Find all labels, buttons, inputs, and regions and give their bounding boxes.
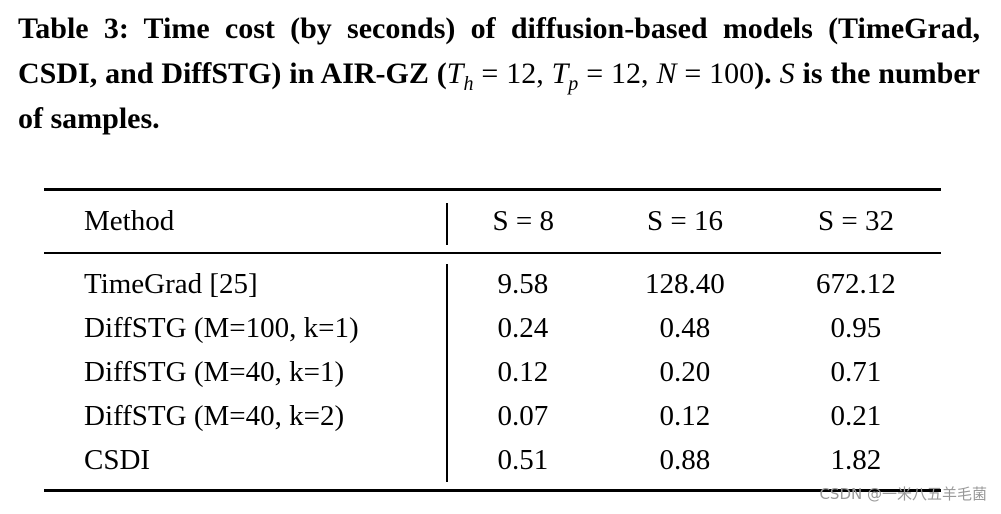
value-cell: 9.58	[497, 268, 549, 300]
value-cell: 672.12	[816, 268, 896, 300]
value-cell: 128.40	[645, 268, 725, 300]
value-cell: 0.95	[830, 312, 882, 344]
method-cell: DiffSTG (M=100, k=1)	[84, 312, 359, 344]
caption-math: = 12,	[473, 57, 552, 90]
value-cell: 0.48	[659, 312, 711, 344]
caption-text: is the number of samples.	[18, 57, 980, 135]
caption-sub: p	[568, 73, 579, 95]
header-cell: S = 32	[818, 205, 894, 237]
caption-math: T	[446, 57, 464, 90]
column-separator	[446, 203, 448, 245]
caption-math: T	[551, 57, 569, 90]
method-cell: TimeGrad [25]	[84, 268, 258, 300]
value-cell: 0.20	[659, 356, 711, 388]
caption-math: S	[779, 57, 795, 90]
table-caption: Table 3: Time cost (by seconds) of diffu…	[18, 6, 980, 141]
value-cell: 0.21	[830, 400, 882, 432]
method-cell: DiffSTG (M=40, k=1)	[84, 356, 345, 388]
value-cell: 1.82	[830, 444, 882, 476]
caption-text: Table 3: Time cost (by seconds) of diffu…	[18, 12, 980, 90]
value-cell: 0.07	[497, 400, 549, 432]
value-cell: 0.12	[497, 356, 549, 388]
header-cell: Method	[84, 205, 175, 237]
bottom-rule	[44, 489, 941, 492]
header-cell: S = 8	[492, 205, 554, 237]
value-cell: 0.12	[659, 400, 711, 432]
value-cell: 0.51	[497, 444, 549, 476]
value-cell: 0.24	[497, 312, 549, 344]
method-cell: CSDI	[84, 444, 151, 476]
caption-math: = 100	[676, 57, 755, 90]
watermark: CSDN @一米八五羊毛菌	[819, 485, 987, 503]
column-separator	[446, 264, 448, 482]
value-cell: 0.88	[659, 444, 711, 476]
method-cell: DiffSTG (M=40, k=2)	[84, 400, 345, 432]
caption-math: = 12,	[578, 57, 657, 90]
caption-math: N	[656, 57, 677, 90]
header-cell: S = 16	[647, 205, 723, 237]
caption-text: ).	[754, 57, 780, 90]
caption-sub: h	[463, 73, 474, 95]
value-cell: 0.71	[830, 356, 882, 388]
top-rule	[44, 188, 941, 191]
mid-rule	[44, 252, 941, 254]
